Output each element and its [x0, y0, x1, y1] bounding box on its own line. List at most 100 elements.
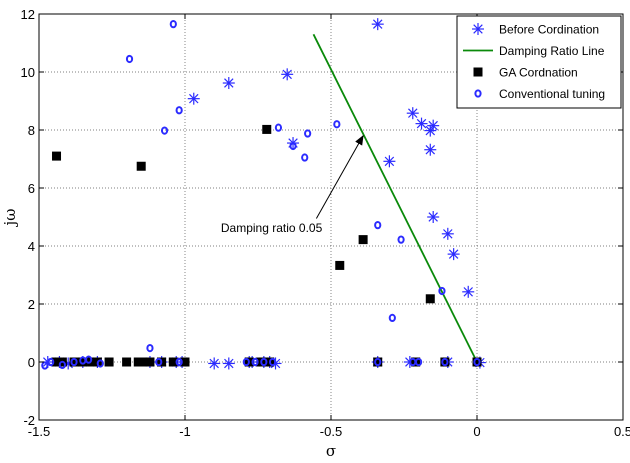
circle-point [441, 357, 449, 367]
legend-box [456, 15, 622, 109]
legend-square-icon [473, 67, 483, 77]
damping-ratio-line [312, 33, 478, 363]
asterisk-stroke [372, 19, 383, 29]
asterisk-point [281, 68, 294, 81]
square-point [122, 357, 132, 367]
grid [39, 14, 623, 420]
asterisk-point [371, 18, 384, 31]
x-axis-label: σ [326, 442, 336, 460]
asterisk-point [424, 143, 437, 156]
asterisk-point [208, 357, 221, 370]
asterisk-point [427, 211, 440, 223]
asterisk-stroke [282, 69, 292, 80]
asterisk-stroke [384, 156, 395, 167]
asterisk-stroke [189, 93, 199, 104]
series-damping-ratio-line [312, 33, 478, 363]
y-tick-label: 12 [21, 7, 35, 22]
asterisk-stroke [209, 358, 219, 369]
axis-ticks: -1.5 -1 -0.5 0 0.5 -2 0 2 4 6 8 10 12 [21, 7, 630, 439]
x-tick-label: -1.5 [28, 424, 50, 439]
asterisk-point [383, 155, 396, 168]
circle-point [160, 126, 169, 135]
circle-point [260, 357, 268, 367]
asterisk-stroke [224, 78, 234, 88]
circle-point [175, 106, 183, 115]
asterisk-stroke [463, 287, 473, 297]
asterisk-point [406, 107, 419, 120]
circle-point [41, 361, 49, 370]
legend-label: GA Cordnation [499, 66, 578, 80]
circle-point [415, 357, 423, 367]
series-ga-cordnation [52, 124, 482, 367]
asterisk-stroke [224, 358, 234, 369]
legend-label: Conventional tuning [499, 87, 605, 101]
asterisk-stroke [428, 212, 438, 222]
legend-circle-icon [474, 89, 482, 98]
y-tick-label: -2 [23, 413, 35, 428]
annotation-arrow [315, 134, 364, 219]
asterisk-stroke [448, 249, 459, 259]
x-tick-label: 0 [473, 424, 480, 439]
data-layer [41, 18, 486, 370]
x-tick-label: 0.5 [614, 424, 630, 439]
circle-point [269, 357, 277, 367]
y-tick-label: 10 [21, 65, 35, 80]
annotation-text: Damping ratio 0.05 [221, 221, 323, 235]
circle-point [388, 313, 396, 323]
asterisk-point [462, 285, 475, 298]
circle-point [397, 235, 405, 244]
circle-point [125, 54, 134, 64]
circle-point [438, 286, 446, 296]
circle-point [251, 357, 259, 367]
y-tick-label: 6 [28, 181, 35, 196]
asterisk-point [222, 77, 235, 90]
circle-point [242, 357, 250, 367]
square-point [104, 357, 114, 367]
circle-point [155, 357, 163, 367]
circle-point [301, 153, 309, 162]
asterisk-point [447, 248, 460, 261]
circle-point [70, 357, 78, 367]
asterisk-stroke [473, 24, 483, 34]
y-axis-label: jω [1, 209, 19, 228]
y-tick-label: 2 [28, 297, 35, 312]
circle-point [374, 221, 382, 230]
circle-point [304, 129, 312, 138]
circle-point [146, 343, 154, 353]
asterisk-point [415, 117, 428, 130]
asterisk-point [222, 357, 235, 370]
circle-point [374, 357, 382, 367]
circle-point [169, 20, 177, 29]
square-point [358, 235, 368, 245]
y-tick-label: 4 [28, 239, 35, 254]
circle-point [96, 359, 104, 368]
square-point [425, 294, 435, 304]
circle-point [85, 355, 93, 364]
circle-point [175, 357, 183, 367]
square-point [52, 151, 62, 161]
asterisk-point [424, 124, 437, 137]
x-tick-label: -1 [179, 424, 191, 439]
circle-point [274, 123, 283, 132]
square-point [335, 260, 345, 270]
circle-point [473, 357, 481, 367]
asterisk-point [187, 92, 200, 105]
circle-point [333, 120, 341, 129]
x-tick-label: -0.5 [320, 424, 342, 439]
square-point [262, 124, 272, 134]
y-tick-label: 0 [28, 355, 35, 370]
asterisk-stroke [416, 118, 427, 129]
legend-label: Damping Ratio Line [499, 44, 605, 58]
circle-point [58, 360, 66, 370]
legend-label: Before Cordination [499, 23, 599, 37]
square-point [145, 357, 155, 367]
asterisk-stroke [425, 125, 436, 136]
circle-point [47, 357, 55, 367]
legend: Before Cordination Damping Ratio Line GA C… [456, 15, 622, 109]
annotation: Damping ratio 0.05 [221, 134, 364, 235]
circle-point [289, 141, 297, 151]
square-point [136, 161, 146, 171]
y-tick-label: 8 [28, 123, 35, 138]
asterisk-stroke [408, 108, 418, 118]
